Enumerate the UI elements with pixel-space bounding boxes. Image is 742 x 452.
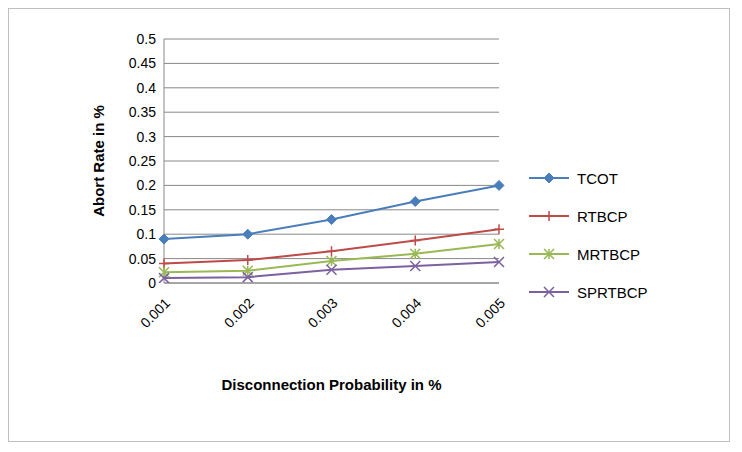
html-text:MRTBCP: MRTBCP bbox=[577, 245, 641, 263]
svg-text:0.003: 0.003 bbox=[305, 295, 341, 331]
svg-text:0.5: 0.5 bbox=[137, 31, 157, 47]
svg-text:0.3: 0.3 bbox=[137, 129, 157, 145]
svg-text:0.004: 0.004 bbox=[388, 295, 424, 331]
svg-text:Disconnection Probability in %: Disconnection Probability in % bbox=[221, 376, 441, 393]
svg-text:0.45: 0.45 bbox=[129, 55, 156, 71]
html-text:RTBCP: RTBCP bbox=[577, 207, 628, 225]
html-text:TCOT: TCOT bbox=[577, 169, 618, 187]
svg-text:0.002: 0.002 bbox=[221, 295, 257, 331]
svg-text:0.35: 0.35 bbox=[129, 104, 156, 120]
svg-text:0.15: 0.15 bbox=[129, 202, 156, 218]
svg-text:0.25: 0.25 bbox=[129, 153, 156, 169]
svg-text:0.05: 0.05 bbox=[129, 251, 156, 267]
svg-text:0.001: 0.001 bbox=[137, 295, 173, 331]
svg-text:0: 0 bbox=[148, 275, 156, 291]
svg-text:0.2: 0.2 bbox=[137, 177, 157, 193]
svg-text:0.005: 0.005 bbox=[472, 295, 508, 331]
svg-text:0.1: 0.1 bbox=[137, 226, 157, 242]
html-text:SPRTBCP: SPRTBCP bbox=[577, 283, 648, 301]
svg-text:Abort Rate in %: Abort Rate in % bbox=[90, 105, 107, 217]
svg-text:0.4: 0.4 bbox=[137, 80, 157, 96]
